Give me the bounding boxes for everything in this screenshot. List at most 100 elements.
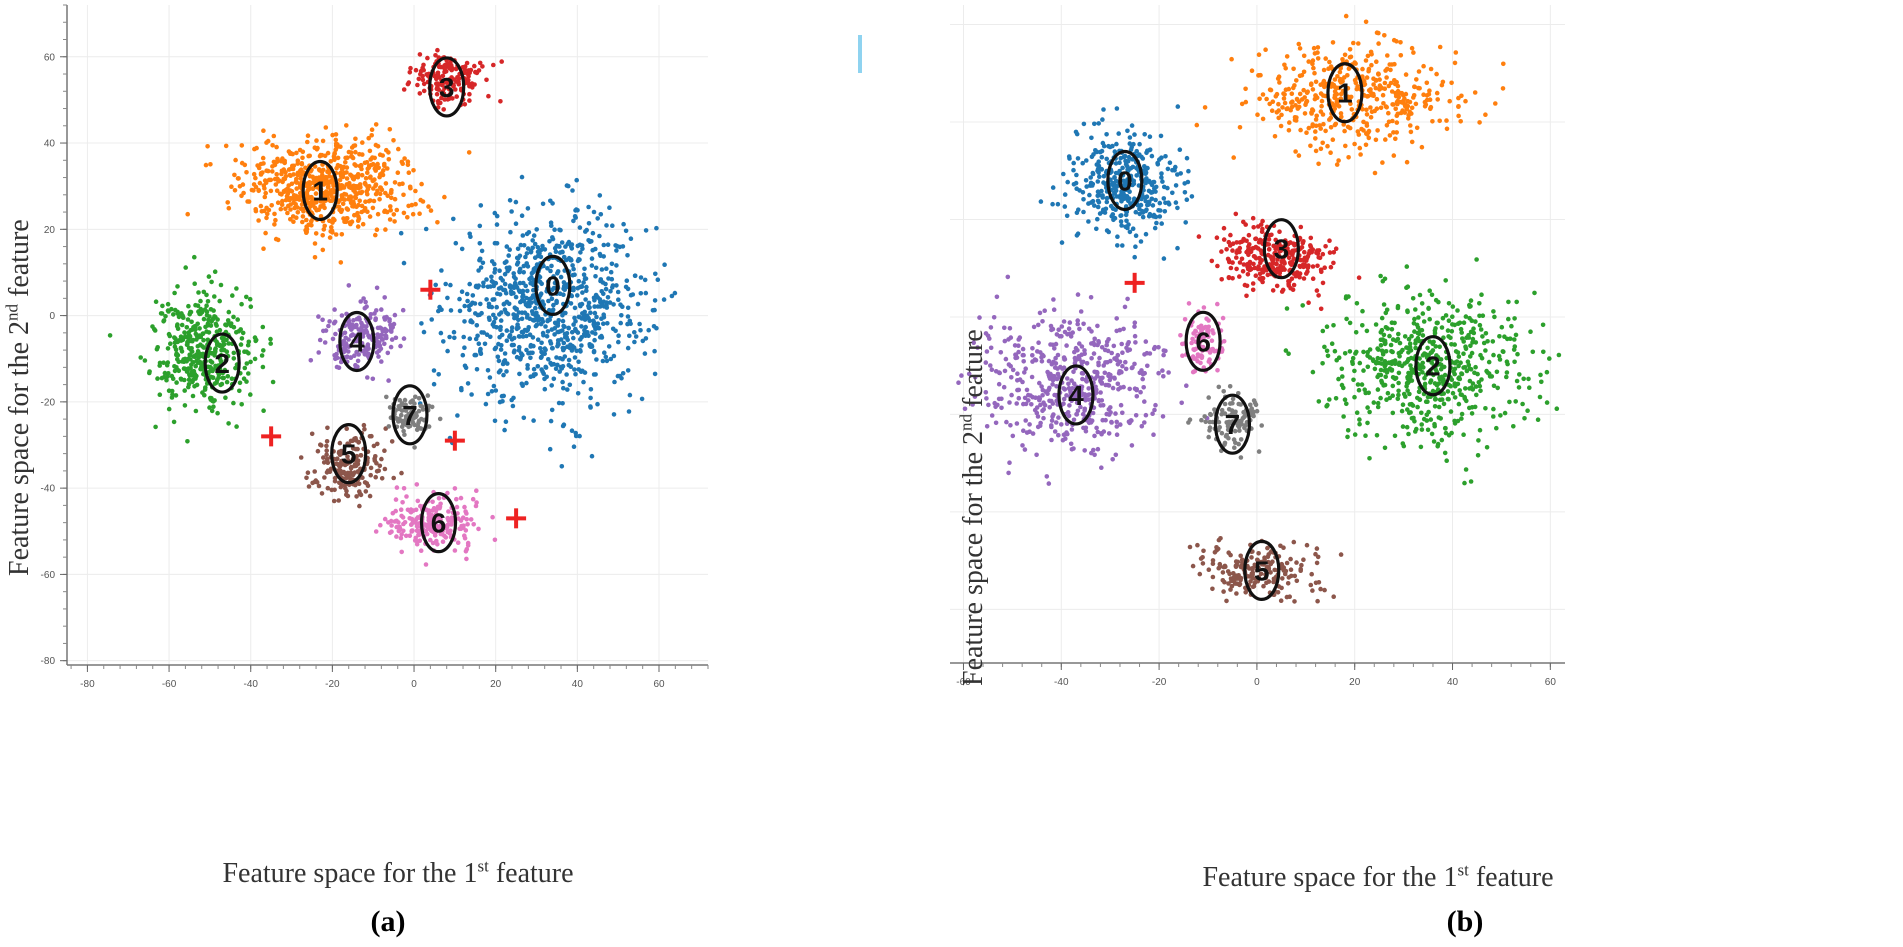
- scatter-point: [174, 380, 179, 385]
- scatter-point: [543, 364, 548, 370]
- scatter-point: [1245, 272, 1251, 277]
- scatter-point: [1289, 276, 1295, 282]
- y-tick-label: 0: [49, 311, 55, 322]
- scatter-point: [538, 346, 543, 351]
- scatter-point: [1525, 408, 1530, 414]
- scatter-point: [1215, 263, 1220, 269]
- scatter-point: [1483, 348, 1488, 353]
- scatter-point: [466, 77, 471, 83]
- scatter-point: [365, 170, 370, 176]
- scatter-point: [173, 393, 179, 398]
- scatter-point: [395, 416, 400, 422]
- scatter-point: [320, 317, 325, 323]
- scatter-point: [520, 329, 526, 335]
- scatter-point: [1280, 258, 1286, 263]
- cluster-6-label: 6: [419, 492, 458, 554]
- scatter-point: [483, 401, 489, 407]
- scatter-point: [1270, 288, 1276, 293]
- scatter-point: [1512, 359, 1517, 365]
- scatter-point: [1421, 63, 1426, 69]
- scatter-point: [502, 307, 508, 313]
- scatter-point: [165, 360, 171, 365]
- scatter-point: [1345, 94, 1351, 100]
- scatter-point: [481, 283, 486, 289]
- scatter-point: [576, 278, 582, 284]
- scatter-point: [196, 290, 201, 295]
- scatter-point: [595, 321, 601, 327]
- scatter-point: [1379, 378, 1384, 384]
- scatter-point: [548, 418, 554, 424]
- scatter-point: [491, 62, 496, 68]
- scatter-point: [1143, 198, 1148, 204]
- scatter-point: [275, 237, 281, 243]
- scatter-point: [174, 365, 179, 370]
- scatter-point: [385, 166, 390, 171]
- scatter-point: [1384, 397, 1389, 403]
- scatter-point: [1304, 130, 1309, 135]
- scatter-point: [1412, 329, 1417, 334]
- scatter-point: [602, 350, 607, 356]
- cluster-3-label: 3: [428, 56, 466, 118]
- scatter-point: [1426, 409, 1431, 415]
- scatter-point: [372, 177, 377, 182]
- scatter-point: [1364, 328, 1370, 334]
- scatter-point: [536, 316, 542, 321]
- scatter-point: [171, 419, 177, 425]
- scatter-point: [213, 349, 218, 354]
- scatter-point: [586, 204, 591, 210]
- scatter-point: [1467, 378, 1473, 384]
- x-tick-label: 40: [1447, 677, 1459, 688]
- scatter-point: [586, 221, 592, 226]
- scatter-point: [220, 346, 225, 352]
- scatter-point: [153, 299, 159, 305]
- scatter-point: [1052, 346, 1057, 351]
- scatter-point: [1286, 255, 1292, 261]
- scatter-point: [387, 318, 392, 324]
- scatter-point: [223, 395, 228, 401]
- scatter-point: [347, 475, 353, 481]
- scatter-point: [1347, 47, 1353, 52]
- scatter-point: [1512, 316, 1517, 321]
- scatter-point: [415, 498, 421, 504]
- scatter-point: [632, 330, 637, 335]
- scatter-point: [554, 355, 559, 360]
- scatter-point: [369, 127, 375, 132]
- scatter-point: [1364, 112, 1370, 117]
- scatter-point: [498, 285, 504, 290]
- scatter-point: [431, 530, 437, 535]
- scatter-point: [343, 192, 349, 197]
- scatter-point: [582, 327, 587, 333]
- scatter-point: [626, 409, 632, 414]
- scatter-point: [1393, 136, 1398, 142]
- scatter-point: [311, 197, 317, 202]
- scatter-point: [417, 426, 423, 431]
- scatter-point: [1339, 114, 1344, 120]
- scatter-point: [1365, 405, 1370, 410]
- scatter-point: [1556, 352, 1562, 358]
- scatter-point: [446, 86, 452, 92]
- scatter-point: [193, 363, 198, 369]
- scatter-point: [1352, 432, 1358, 437]
- scatter-point: [435, 98, 441, 104]
- cluster-1-points: [185, 122, 472, 265]
- scatter-point: [608, 269, 614, 275]
- scatter-point: [1393, 375, 1399, 381]
- scatter-point: [507, 198, 513, 203]
- scatter-point: [1512, 337, 1517, 342]
- scatter-point: [490, 297, 496, 302]
- scatter-point: [493, 280, 499, 286]
- scatter-point: [530, 311, 536, 317]
- scatter-point: [561, 385, 566, 391]
- scatter-point: [398, 535, 404, 541]
- scatter-point: [1237, 274, 1242, 279]
- plus-marker: [420, 279, 441, 300]
- scatter-point: [361, 296, 366, 301]
- scatter-point: [1272, 251, 1277, 256]
- scatter-point: [268, 341, 274, 346]
- scatter-point: [1337, 69, 1343, 75]
- scatter-point: [1389, 361, 1395, 367]
- scatter-point: [468, 517, 474, 522]
- scatter-point: [1320, 280, 1326, 286]
- scatter-point: [294, 176, 299, 182]
- scatter-point: [524, 303, 530, 308]
